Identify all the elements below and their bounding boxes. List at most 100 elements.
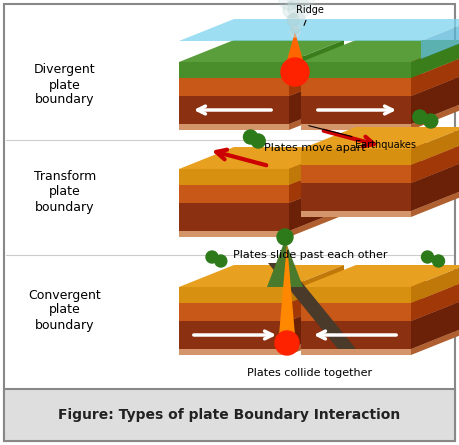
Polygon shape	[411, 40, 459, 78]
Polygon shape	[179, 56, 344, 78]
Polygon shape	[301, 74, 459, 96]
Polygon shape	[179, 321, 289, 349]
Polygon shape	[411, 265, 459, 303]
Polygon shape	[289, 327, 344, 355]
Polygon shape	[289, 56, 344, 96]
Circle shape	[291, 26, 299, 34]
Polygon shape	[301, 62, 411, 78]
Circle shape	[287, 0, 315, 10]
Polygon shape	[179, 281, 344, 303]
Polygon shape	[301, 211, 411, 217]
Polygon shape	[268, 263, 356, 349]
Polygon shape	[301, 124, 411, 130]
Polygon shape	[179, 169, 289, 185]
Polygon shape	[411, 143, 459, 183]
Circle shape	[432, 255, 444, 267]
Circle shape	[287, 14, 299, 26]
Polygon shape	[289, 181, 344, 231]
Circle shape	[413, 110, 427, 124]
Text: Plates move apart: Plates move apart	[264, 143, 366, 153]
Circle shape	[244, 130, 257, 144]
Circle shape	[251, 134, 265, 148]
Circle shape	[279, 0, 299, 10]
Polygon shape	[179, 185, 289, 203]
Polygon shape	[411, 327, 459, 355]
Polygon shape	[301, 161, 459, 183]
Polygon shape	[301, 102, 459, 124]
Polygon shape	[179, 303, 289, 321]
Circle shape	[289, 12, 305, 28]
Polygon shape	[301, 183, 411, 211]
Polygon shape	[179, 181, 344, 203]
Polygon shape	[289, 147, 344, 185]
Polygon shape	[411, 102, 459, 130]
Polygon shape	[301, 40, 459, 62]
Polygon shape	[301, 96, 411, 124]
Polygon shape	[179, 287, 289, 303]
Circle shape	[281, 58, 309, 86]
Polygon shape	[289, 281, 344, 321]
Polygon shape	[421, 19, 459, 59]
Polygon shape	[301, 127, 459, 149]
Polygon shape	[179, 102, 344, 124]
Polygon shape	[301, 56, 459, 78]
Polygon shape	[289, 102, 344, 130]
Polygon shape	[411, 127, 459, 165]
Polygon shape	[411, 189, 459, 217]
Polygon shape	[179, 349, 289, 355]
Polygon shape	[179, 203, 289, 231]
Polygon shape	[411, 56, 459, 96]
Polygon shape	[179, 62, 289, 78]
Polygon shape	[179, 147, 344, 169]
Polygon shape	[301, 303, 411, 321]
Text: Plates collide together: Plates collide together	[247, 368, 373, 378]
Polygon shape	[411, 281, 459, 321]
Polygon shape	[301, 143, 459, 165]
Polygon shape	[179, 78, 289, 96]
Polygon shape	[179, 74, 344, 96]
Polygon shape	[179, 231, 289, 237]
Polygon shape	[301, 149, 411, 165]
Polygon shape	[279, 243, 295, 335]
Text: Earthquakes: Earthquakes	[309, 125, 416, 150]
Polygon shape	[301, 265, 459, 287]
Polygon shape	[179, 40, 344, 62]
Polygon shape	[301, 78, 411, 96]
Polygon shape	[301, 327, 459, 349]
Text: Transform
plate
boundary: Transform plate boundary	[34, 170, 96, 214]
Polygon shape	[301, 349, 411, 355]
Polygon shape	[301, 299, 459, 321]
Polygon shape	[179, 209, 344, 231]
Polygon shape	[179, 96, 289, 124]
Polygon shape	[179, 327, 344, 349]
Polygon shape	[179, 124, 289, 130]
Polygon shape	[179, 19, 459, 41]
Circle shape	[206, 251, 218, 263]
Text: Figure: Types of plate Boundary Interaction: Figure: Types of plate Boundary Interact…	[58, 408, 400, 422]
Circle shape	[288, 0, 310, 19]
Text: Plates slide past each other: Plates slide past each other	[233, 250, 387, 260]
Text: Ridge: Ridge	[296, 5, 324, 25]
Circle shape	[277, 229, 293, 245]
Polygon shape	[289, 163, 344, 203]
Polygon shape	[285, 32, 305, 67]
Polygon shape	[289, 74, 344, 124]
Polygon shape	[301, 287, 411, 303]
Text: Divergent
plate
boundary: Divergent plate boundary	[34, 64, 96, 106]
Circle shape	[283, 2, 299, 18]
Polygon shape	[179, 163, 344, 185]
Circle shape	[290, 27, 300, 37]
Polygon shape	[301, 189, 459, 211]
Circle shape	[424, 114, 438, 128]
Polygon shape	[301, 281, 459, 303]
Bar	[4, 389, 455, 441]
Polygon shape	[411, 299, 459, 349]
Circle shape	[215, 255, 227, 267]
Polygon shape	[289, 265, 344, 303]
Polygon shape	[179, 299, 344, 321]
Polygon shape	[179, 265, 344, 287]
Polygon shape	[289, 40, 344, 78]
Polygon shape	[411, 161, 459, 211]
Polygon shape	[411, 74, 459, 124]
Polygon shape	[267, 240, 303, 287]
